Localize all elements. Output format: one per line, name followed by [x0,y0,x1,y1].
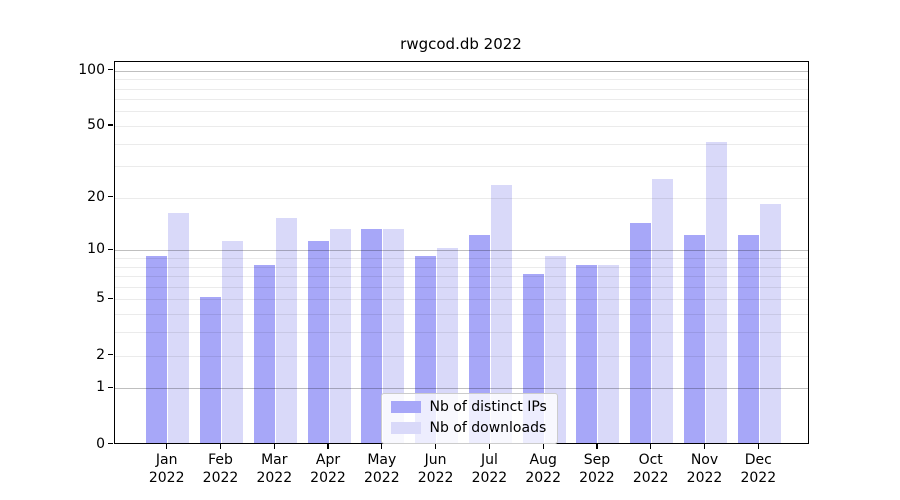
bar-ips-may [361,228,383,443]
x-tick-mark-mar [273,443,275,449]
bar-downloads-sep [598,264,620,443]
bar-ips-mar [253,264,275,443]
x-tick-mark-dec [757,443,759,449]
bar-downloads-apr [329,228,351,443]
x-tick-label-jan: Jan 2022 [148,451,185,486]
legend-label-downloads: Nb of downloads [429,420,547,436]
x-tick-mark-jul [488,443,491,449]
legend-swatch-downloads [390,422,421,434]
y-tick-mark-1 [108,386,113,388]
bar-downloads-feb [222,241,243,443]
legend: Nb of distinct IPs Nb of downloads [380,392,558,444]
y-tick-mark-20 [108,196,113,198]
x-tick-label-aug: Aug 2022 [525,451,561,486]
y-tick-label-20: 20 [87,188,105,205]
plot-area: Nb of distinct IPs Nb of downloads [113,60,809,444]
x-tick-label-feb: Feb 2022 [202,451,239,486]
x-tick-mark-nov [703,443,706,449]
bar-ips-nov [684,234,705,443]
x-tick-mark-aug [542,443,544,449]
legend-item-downloads: Nb of downloads [390,420,547,437]
legend-swatch-distinct-ips [390,401,421,413]
x-tick-label-oct: Oct 2022 [632,451,669,486]
x-tick-label-may: May 2022 [363,451,400,486]
bar-downloads-dec [759,203,781,443]
bar-ips-apr [307,241,329,443]
y-tick-mark-10 [108,248,113,250]
legend-item-distinct-ips: Nb of distinct IPs [390,399,547,416]
x-tick-label-apr: Apr 2022 [310,451,346,486]
y-tick-label-10: 10 [87,241,105,258]
x-tick-mark-feb [219,443,222,449]
bar-ips-feb [200,297,221,443]
x-tick-mark-jan [166,443,168,449]
bar-downloads-jul [490,185,512,443]
bar-downloads-may [383,228,405,443]
y-tick-label-1: 1 [96,379,105,396]
x-tick-mark-jun [434,443,437,449]
x-tick-mark-may [381,443,383,449]
x-tick-label-mar: Mar 2022 [256,451,293,486]
bar-ips-jul [468,234,490,443]
y-tick-mark-2 [108,353,113,356]
bar-downloads-nov [706,141,727,443]
x-tick-mark-oct [650,443,652,449]
chart-title: rwgcod.db 2022 [400,35,522,53]
bar-downloads-oct [652,178,674,443]
x-tick-label-jul: Jul 2022 [471,451,508,486]
y-tick-label-100: 100 [78,61,105,78]
y-tick-label-50: 50 [87,117,105,133]
bar-ips-sep [576,264,598,443]
y-tick-mark-0 [108,442,113,445]
y-tick-label-0: 0 [96,435,105,452]
legend-label-distinct-ips: Nb of distinct IPs [429,399,547,415]
x-tick-label-nov: Nov 2022 [686,451,723,486]
bar-downloads-mar [275,217,297,443]
y-tick-mark-5 [108,297,113,299]
x-tick-mark-sep [596,443,598,449]
y-tick-label-5: 5 [96,290,105,307]
x-tick-label-jun: Jun 2022 [417,451,454,486]
x-tick-label-sep: Sep 2022 [579,451,615,486]
bar-downloads-jan [168,213,190,443]
y-tick-label-2: 2 [96,346,105,363]
bar-ips-oct [630,223,652,443]
bar-ips-jan [146,256,168,443]
y-tick-mark-50 [108,124,113,126]
x-tick-label-dec: Dec 2022 [740,451,777,486]
y-tick-mark-100 [108,68,113,71]
x-tick-mark-apr [327,443,329,449]
bar-ips-dec [737,234,759,443]
